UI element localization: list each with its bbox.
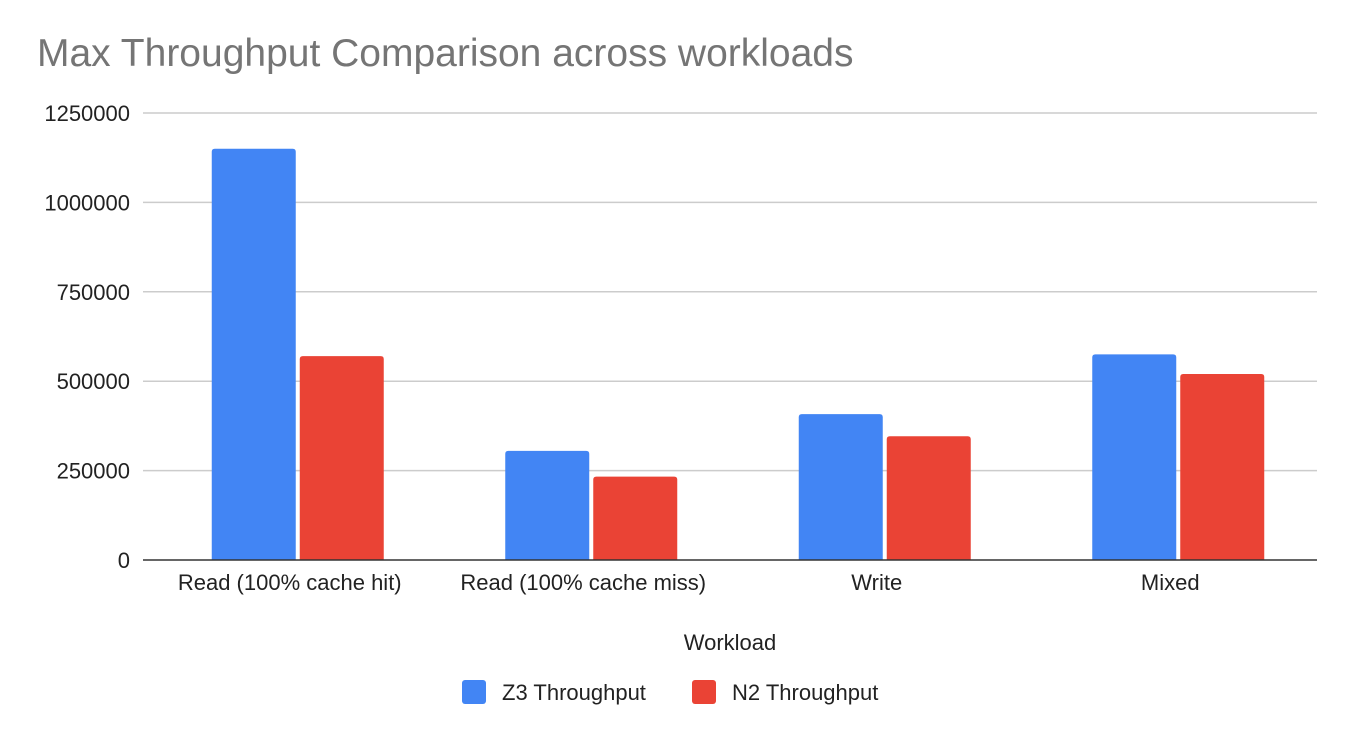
bar-z3 (211, 148, 296, 560)
bar-z3 (1092, 354, 1177, 560)
y-tick-label: 0 (118, 548, 130, 573)
x-tick-label: Mixed (1141, 570, 1200, 595)
x-tick-label: Read (100% cache hit) (178, 570, 402, 595)
legend-label: N2 Throughput (732, 680, 878, 705)
y-tick-label: 1250000 (44, 101, 130, 126)
bar-z3 (798, 414, 883, 560)
legend-swatch (692, 680, 716, 704)
x-tick-label: Write (851, 570, 902, 595)
y-tick-label: 500000 (57, 369, 130, 394)
x-axis-title: Workload (684, 630, 777, 655)
y-tick-label: 1000000 (44, 190, 130, 215)
bar-n2 (1180, 374, 1265, 560)
bar-n2 (299, 356, 384, 560)
y-tick-label: 750000 (57, 280, 130, 305)
legend-label: Z3 Throughput (502, 680, 646, 705)
bar-n2 (886, 436, 971, 560)
bar-n2 (593, 476, 678, 560)
x-tick-label: Read (100% cache miss) (460, 570, 706, 595)
legend-swatch (462, 680, 486, 704)
bar-z3 (505, 450, 590, 560)
chart-title: Max Throughput Comparison across workloa… (37, 32, 854, 75)
y-tick-label: 250000 (57, 459, 130, 484)
